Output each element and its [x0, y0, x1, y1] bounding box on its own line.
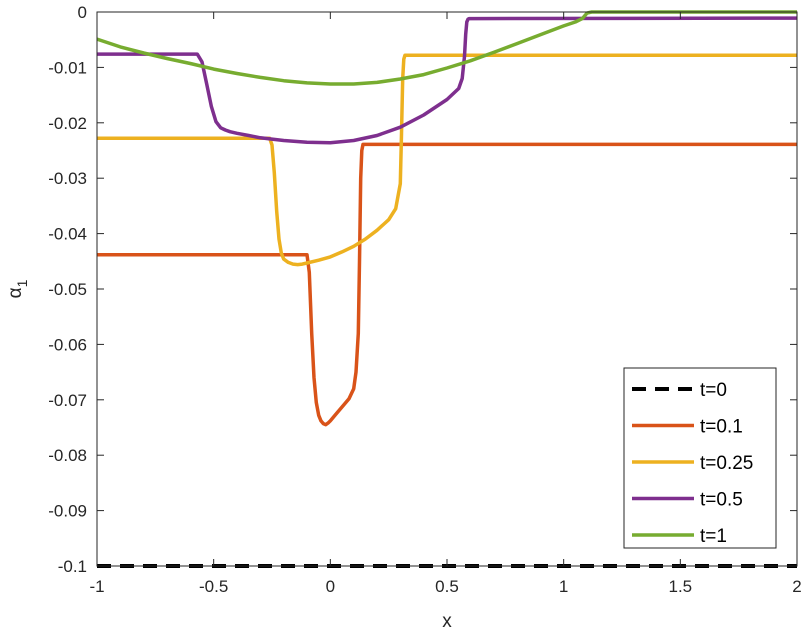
legend: t=0 t=0.1 t=0.25 t=0.5 t=1 — [623, 367, 777, 549]
x-tick-label: -0.5 — [199, 577, 228, 596]
y-tick-label: -0.05 — [48, 280, 87, 299]
series-line-4 — [96, 10, 797, 86]
y-tick-label: -0.06 — [48, 335, 87, 354]
x-axis-label: x — [442, 611, 452, 632]
y-tick-label: -0.02 — [48, 114, 87, 133]
x-tick-label: 1.5 — [669, 577, 693, 596]
y-tick-label: -0.03 — [48, 169, 87, 188]
legend-label-2: t=0.25 — [700, 453, 753, 474]
x-tick-label: 2 — [792, 577, 801, 596]
y-axis-label: α1 — [5, 279, 30, 298]
x-tick-label: 1 — [559, 577, 568, 596]
legend-box — [623, 367, 777, 549]
legend-label-1: t=0.1 — [700, 417, 743, 438]
legend-label-0: t=0 — [700, 380, 727, 401]
series-line-2 — [97, 53, 797, 267]
y-tick-label: -0.09 — [48, 502, 87, 521]
y-tick-label: -0.01 — [48, 58, 87, 77]
y-tick-label: -0.08 — [48, 446, 87, 465]
x-tick-label: -1 — [89, 577, 104, 596]
y-tick-label: 0 — [78, 3, 87, 22]
x-tick-label: 0.5 — [435, 577, 459, 596]
legend-label-4: t=1 — [700, 526, 727, 547]
x-tick-label: 0 — [326, 577, 335, 596]
y-tick-label: -0.1 — [58, 557, 87, 576]
ticks-layer: -1 -0.5 0 0.5 1 1.5 2 0 -0.01 -0.02 -0.03 -0.04 -0.0… — [48, 3, 801, 596]
y-tick-label: -0.07 — [48, 391, 87, 410]
y-axis-label-subscript: 1 — [14, 279, 30, 287]
series-layer — [96, 10, 798, 568]
y-axis-label-main: α — [5, 287, 26, 298]
y-tick-label: -0.04 — [48, 225, 87, 244]
series-line-1 — [97, 142, 797, 427]
legend-label-3: t=0.5 — [700, 490, 743, 511]
series-line-3 — [97, 16, 798, 145]
